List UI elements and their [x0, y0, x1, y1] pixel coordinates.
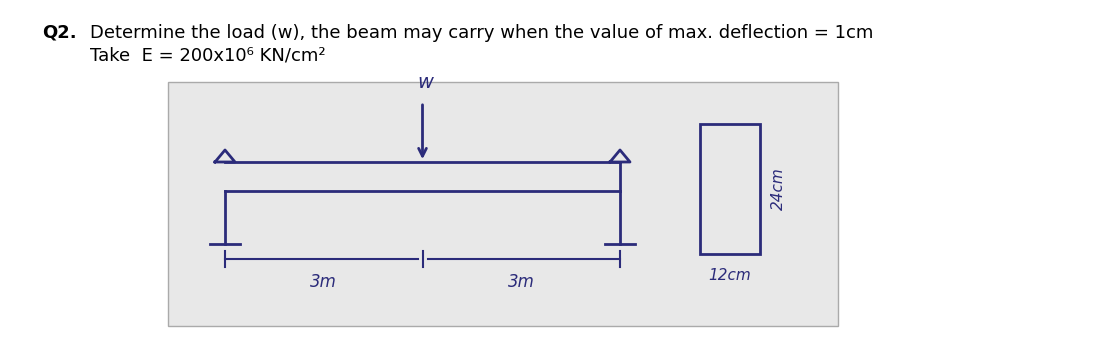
Text: w: w	[418, 73, 433, 92]
Text: Determine the load (w), the beam may carry when the value of max. deflection = 1: Determine the load (w), the beam may car…	[90, 24, 873, 42]
Text: Take  E = 200x10⁶ KN/cm²: Take E = 200x10⁶ KN/cm²	[90, 46, 326, 64]
Bar	[700, 124, 760, 254]
Bar	[168, 82, 838, 326]
Text: 3m: 3m	[508, 273, 535, 291]
Text: 24cm: 24cm	[770, 168, 785, 210]
Text: 12cm: 12cm	[709, 268, 752, 283]
Text: 3m: 3m	[311, 273, 337, 291]
Text: Q2.: Q2.	[42, 24, 77, 42]
